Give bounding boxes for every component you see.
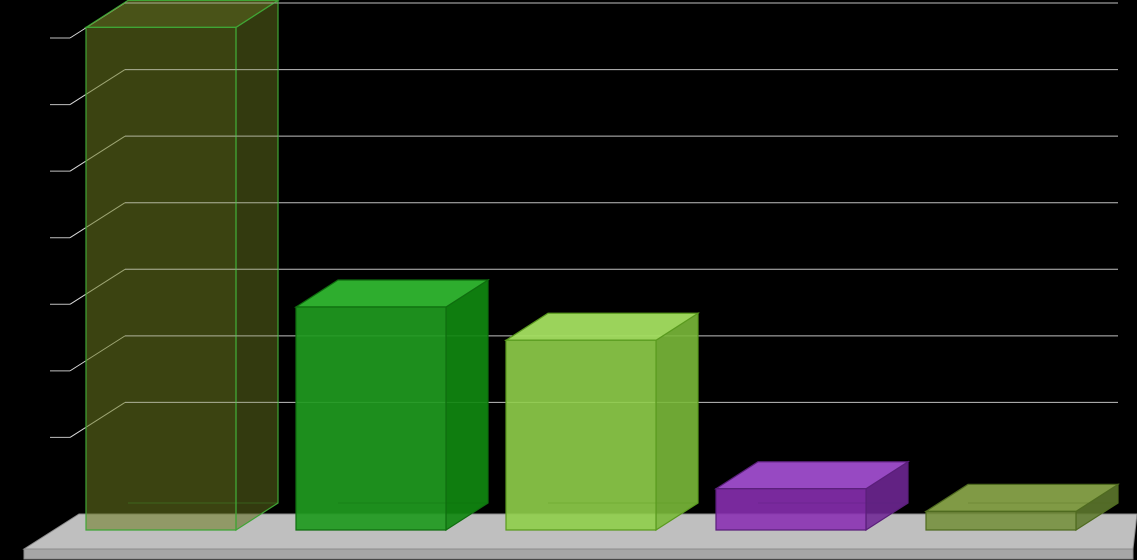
bar-front <box>296 307 446 530</box>
bar-front <box>86 27 236 530</box>
bar-front <box>506 340 656 530</box>
bar-front <box>926 511 1076 530</box>
floor-front <box>24 549 1133 559</box>
bar-front <box>716 489 866 530</box>
bar <box>296 280 488 530</box>
bar-side <box>446 280 488 530</box>
bar <box>506 313 698 530</box>
bar <box>86 0 278 530</box>
bar-side <box>656 313 698 530</box>
bar-side <box>236 0 278 530</box>
chart-svg <box>0 0 1137 560</box>
chart-3d-bar <box>0 0 1137 560</box>
bar <box>716 462 908 530</box>
